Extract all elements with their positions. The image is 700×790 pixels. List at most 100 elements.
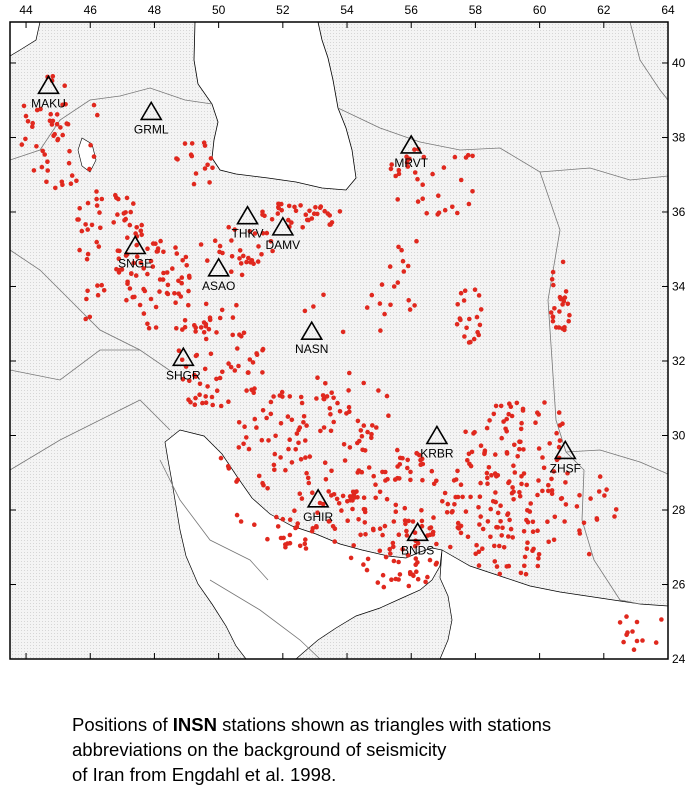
earthquake-dot (351, 492, 357, 498)
earthquake-dot (536, 412, 541, 417)
earthquake-dot (208, 156, 214, 161)
earthquake-dot (214, 330, 219, 335)
earthquake-dot (510, 485, 515, 490)
earthquake-dot (301, 414, 307, 419)
earthquake-dot (408, 469, 413, 475)
station-triangle-icon (553, 439, 577, 460)
earthquake-dot (157, 277, 163, 282)
earthquake-dot (289, 460, 295, 465)
earthquake-dot (339, 508, 344, 513)
earthquake-dot (287, 437, 293, 443)
earthquake-dot (393, 173, 399, 179)
earthquake-dot (415, 576, 421, 582)
earthquake-dot (356, 517, 361, 522)
earthquake-dot (369, 431, 374, 437)
earthquake-dot (520, 406, 526, 412)
station-nasn: NASN (295, 320, 328, 356)
earthquake-dot (31, 168, 37, 173)
earthquake-dot (405, 164, 411, 169)
earthquake-dot (476, 332, 482, 338)
earthquake-dot (405, 457, 411, 463)
earthquake-dot (286, 217, 291, 223)
earthquake-dot (492, 543, 497, 549)
earthquake-dot (246, 446, 252, 452)
earthquake-dot (414, 238, 419, 244)
earthquake-dot (265, 486, 270, 491)
earthquake-dot (458, 290, 464, 296)
earthquake-dot (311, 211, 317, 216)
earthquake-dot (441, 165, 447, 170)
earthquake-dot (198, 325, 204, 330)
earthquake-dot (485, 475, 490, 481)
earthquake-dot (197, 381, 203, 387)
earthquake-dot (176, 348, 182, 354)
earthquake-dot (241, 330, 247, 336)
earthquake-dot (34, 144, 39, 149)
earthquake-dot (77, 206, 82, 211)
earthquake-dot (410, 519, 416, 524)
earthquake-dot (436, 193, 441, 198)
earthquake-dot (389, 162, 395, 167)
earthquake-dot (361, 380, 367, 386)
earthquake-dot (191, 181, 197, 187)
station-triangle-icon (425, 424, 449, 445)
station-triangle-icon (37, 74, 60, 95)
earthquake-dot (391, 558, 397, 564)
earthquake-dot (54, 112, 60, 117)
earthquake-dot (528, 501, 533, 506)
earthquake-dot (546, 539, 551, 545)
earthquake-dot (315, 510, 320, 515)
gulf-of-oman (439, 549, 668, 659)
earthquake-dot (58, 125, 63, 130)
earthquake-dot (472, 430, 477, 435)
earthquake-dot (373, 495, 379, 501)
earthquake-dot (176, 291, 181, 297)
earthquake-dot (474, 314, 480, 320)
earthquake-dot (395, 280, 401, 285)
earthquake-dot (298, 203, 303, 208)
earthquake-dot (466, 201, 472, 207)
earthquake-dot (562, 325, 567, 330)
y-tick-label: 30 (672, 428, 686, 442)
earthquake-dot (550, 269, 556, 275)
earthquake-dot (413, 556, 419, 561)
earthquake-dot (524, 517, 529, 523)
earthquake-dot (434, 541, 439, 547)
earthquake-dot (259, 252, 264, 257)
earthquake-dot (238, 261, 244, 266)
earthquake-dot (254, 425, 259, 430)
earthquake-dot (340, 329, 346, 335)
earthquake-dot (377, 526, 383, 531)
earthquake-dot (212, 238, 218, 243)
earthquake-dot (205, 258, 210, 263)
earthquake-dot (458, 482, 464, 488)
earthquake-dot (95, 112, 100, 118)
earthquake-dot (397, 572, 403, 577)
x-tick-label: 62 (597, 3, 611, 17)
x-tick-label: 52 (276, 3, 290, 17)
earthquake-dot (495, 510, 501, 516)
earthquake-dot (551, 469, 557, 474)
earthquake-dot (153, 304, 159, 310)
earthquake-dot (565, 301, 571, 307)
earthquake-dot (512, 442, 517, 448)
earthquake-dot (395, 447, 400, 453)
earthquake-dot (137, 302, 143, 308)
earthquake-dot (400, 547, 405, 552)
earthquake-dot (549, 277, 555, 282)
earthquake-dot (226, 399, 231, 405)
earthquake-dot (412, 147, 417, 152)
earthquake-dot (463, 155, 469, 160)
earthquake-dot (524, 546, 530, 551)
earthquake-dot (292, 508, 297, 513)
station-mrvt: MRVT (394, 134, 429, 170)
earthquake-dot (500, 525, 505, 531)
earthquake-dot (94, 203, 100, 208)
station-zhsf: ZHSF (550, 439, 581, 475)
earthquake-dot (490, 499, 496, 504)
earthquake-dot (455, 520, 461, 526)
earthquake-dot (385, 476, 390, 482)
earthquake-dot (252, 386, 257, 391)
earthquake-dot (363, 532, 368, 537)
earthquake-dot (133, 273, 139, 278)
